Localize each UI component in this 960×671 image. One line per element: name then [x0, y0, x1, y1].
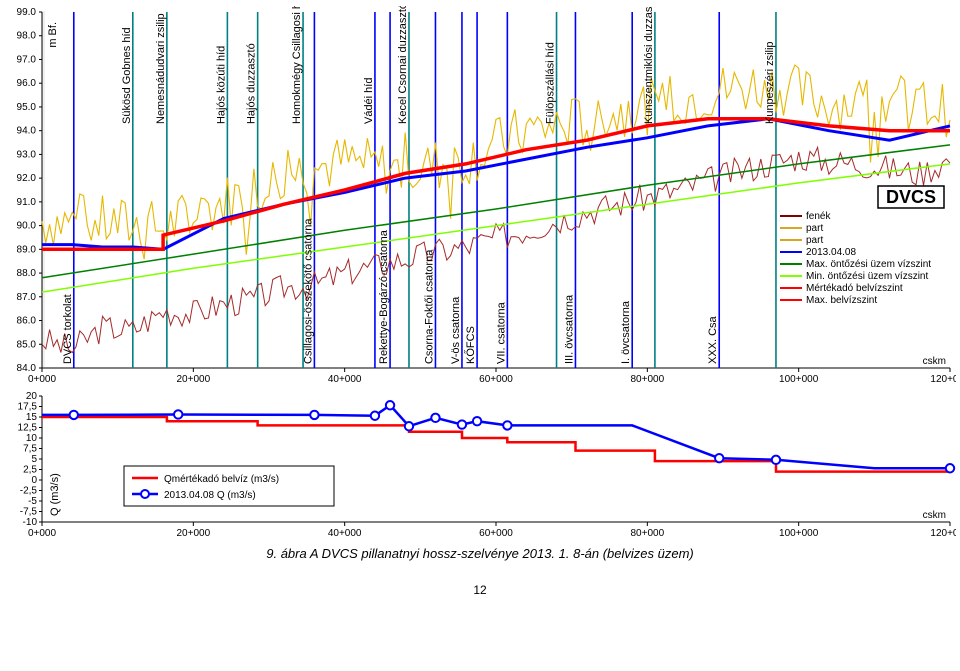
svg-text:20+000: 20+000: [177, 528, 211, 539]
svg-text:part: part: [806, 235, 823, 246]
svg-text:60+000: 60+000: [479, 528, 513, 539]
svg-text:12,5: 12,5: [18, 423, 38, 434]
svg-text:fenék: fenék: [806, 211, 831, 222]
svg-text:80+000: 80+000: [631, 528, 665, 539]
svg-text:Csillagosi-összekötő csatorna: Csillagosi-összekötő csatorna: [302, 218, 314, 364]
svg-text:0: 0: [31, 475, 37, 486]
svg-text:VII. csatorna: VII. csatorna: [495, 301, 507, 364]
svg-text:Nemesnádudvari zsilip: Nemesnádudvari zsilip: [155, 13, 167, 124]
svg-text:20: 20: [26, 391, 38, 402]
svg-text:-7,5: -7,5: [20, 507, 38, 518]
svg-text:15: 15: [26, 412, 38, 423]
svg-text:-2,5: -2,5: [20, 486, 38, 497]
svg-text:Max. belvízszint: Max. belvízszint: [806, 295, 877, 306]
bottom-chart-svg: -10-7,5-5-2,502,557,51012,51517,520 Q (m3…: [4, 390, 956, 540]
svg-text:0+000: 0+000: [28, 374, 57, 385]
svg-text:part: part: [806, 223, 823, 234]
svg-text:89.0: 89.0: [17, 244, 37, 255]
svg-text:93.0: 93.0: [17, 149, 37, 160]
svg-text:Kecel Csornai duzzasztó: Kecel Csornai duzzasztó: [397, 6, 409, 124]
svg-text:Homokmégy Csillagosi híd: Homokmégy Csillagosi híd: [291, 6, 303, 124]
svg-text:Kunszentmiklósi duzzasztó: Kunszentmiklósi duzzasztó: [643, 6, 655, 124]
svg-text:2013.04.08 Q (m3/s): 2013.04.08 Q (m3/s): [164, 490, 256, 501]
svg-text:cskm: cskm: [923, 356, 946, 367]
svg-text:86.0: 86.0: [17, 316, 37, 327]
svg-text:91.0: 91.0: [17, 197, 37, 208]
svg-text:95.0: 95.0: [17, 102, 37, 113]
svg-text:Hajós duzzasztó: Hajós duzzasztó: [246, 43, 258, 124]
svg-text:XXX. Csa: XXX. Csa: [707, 315, 719, 364]
svg-text:Csorna-Foktői csatorna: Csorna-Foktői csatorna: [423, 249, 435, 364]
svg-text:DVCS torkolat: DVCS torkolat: [62, 294, 74, 364]
svg-text:17,5: 17,5: [18, 402, 38, 413]
svg-text:5: 5: [31, 454, 37, 465]
svg-text:2,5: 2,5: [23, 465, 37, 476]
svg-text:84.0: 84.0: [17, 363, 37, 374]
svg-text:Q (m3/s): Q (m3/s): [49, 473, 61, 516]
svg-text:0+000: 0+000: [28, 528, 57, 539]
svg-text:-10: -10: [23, 517, 38, 528]
svg-text:100+000: 100+000: [779, 374, 819, 385]
svg-text:Max. öntőzési üzem vízszint: Max. öntőzési üzem vízszint: [806, 259, 931, 270]
svg-text:Sükösd Gobnes híd: Sükösd Gobnes híd: [121, 27, 133, 124]
svg-text:Vádéi híd: Vádéi híd: [363, 78, 375, 124]
svg-text:90.0: 90.0: [17, 221, 37, 232]
svg-text:cskm: cskm: [923, 510, 946, 521]
svg-text:96.0: 96.0: [17, 78, 37, 89]
svg-text:100+000: 100+000: [779, 528, 819, 539]
svg-text:Hajós közúti híd: Hajós közúti híd: [215, 46, 227, 124]
svg-text:80+000: 80+000: [631, 374, 665, 385]
svg-text:60+000: 60+000: [479, 374, 513, 385]
svg-text:88.0: 88.0: [17, 268, 37, 279]
svg-text:85.0: 85.0: [17, 339, 37, 350]
svg-text:94.0: 94.0: [17, 126, 37, 137]
svg-text:-5: -5: [28, 496, 37, 507]
svg-text:Rekettye-Bogárzó-csatorna: Rekettye-Bogárzó-csatorna: [378, 229, 390, 364]
top-chart: 84.0 85.0 86.0 87.0 88.0 89.0 90.0 91.0 92.0 93.0…: [4, 6, 956, 386]
svg-text:98.0: 98.0: [17, 31, 37, 42]
svg-text:20+000: 20+000: [177, 374, 211, 385]
svg-text:KŐFCS: KŐFCS: [463, 326, 477, 364]
top-chart-svg: 84.0 85.0 86.0 87.0 88.0 89.0 90.0 91.0 92.0 93.0…: [4, 6, 956, 386]
svg-text:Mértékadó belvízszint: Mértékadó belvízszint: [806, 283, 903, 294]
svg-text:Min. öntőzési üzem vízszint: Min. öntőzési üzem vízszint: [806, 271, 928, 282]
svg-text:III. övcsatorna: III. övcsatorna: [563, 294, 575, 364]
svg-text:DVCS: DVCS: [886, 187, 936, 207]
page-number: 12: [4, 583, 956, 597]
svg-text:40+000: 40+000: [328, 528, 362, 539]
svg-text:V-ös csatorna: V-ös csatorna: [450, 296, 462, 364]
svg-text:99.0: 99.0: [17, 7, 37, 18]
svg-text:97.0: 97.0: [17, 54, 37, 65]
svg-text:92.0: 92.0: [17, 173, 37, 184]
svg-text:Fülöpszállási híd: Fülöpszállási híd: [545, 42, 557, 124]
svg-text:87.0: 87.0: [17, 292, 37, 303]
svg-text:10: 10: [26, 433, 38, 444]
svg-text:2013.04.08: 2013.04.08: [806, 247, 856, 258]
svg-text:7,5: 7,5: [23, 444, 37, 455]
svg-text:Qmértékadó belvíz (m3/s): Qmértékadó belvíz (m3/s): [164, 474, 279, 485]
svg-text:I. övcsatorna: I. övcsatorna: [620, 300, 632, 364]
svg-text:120+000: 120+000: [930, 528, 956, 539]
svg-text:40+000: 40+000: [328, 374, 362, 385]
bottom-chart: -10-7,5-5-2,502,557,51012,51517,520 Q (m3…: [4, 390, 956, 540]
svg-text:m Bf.: m Bf.: [47, 22, 59, 48]
svg-text:120+000: 120+000: [930, 374, 956, 385]
svg-text:Kunpeszéri zsilip: Kunpeszéri zsilip: [764, 41, 776, 124]
figure-caption: 9. ábra A DVCS pillanatnyi hossz-szelvén…: [4, 546, 956, 561]
